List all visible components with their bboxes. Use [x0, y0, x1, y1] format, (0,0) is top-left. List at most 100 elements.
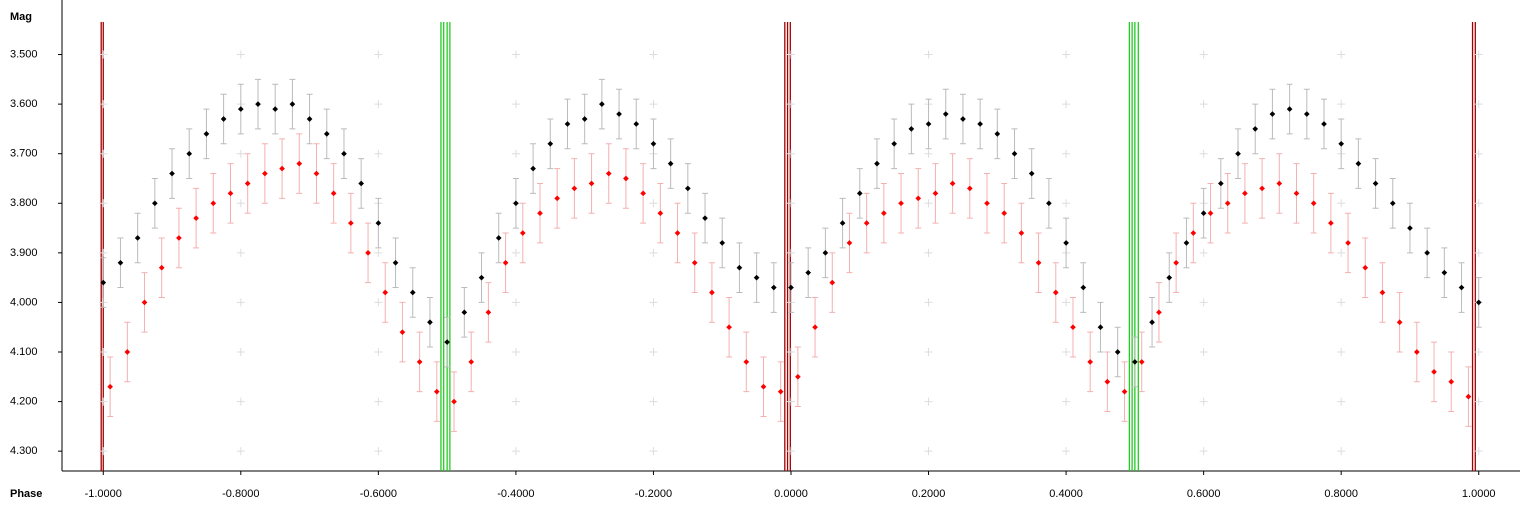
data-point — [1173, 259, 1179, 266]
data-point — [571, 185, 578, 192]
grid-cross — [511, 298, 520, 307]
grid-cross — [649, 298, 658, 307]
x-tick-label: -0.2000 — [635, 488, 672, 500]
data-point — [358, 180, 364, 187]
grid-cross — [1062, 199, 1071, 208]
y-tick-label: 3.800 — [10, 197, 38, 209]
grid-cross — [1474, 248, 1483, 257]
data-point — [1063, 240, 1069, 246]
grid-cross — [99, 397, 108, 406]
data-point — [1224, 200, 1231, 207]
data-point — [495, 235, 502, 241]
data-point — [330, 190, 337, 197]
grid-cross — [1199, 397, 1208, 406]
grid-cross — [236, 248, 245, 257]
data-point — [158, 264, 165, 271]
data-point — [279, 165, 285, 172]
grid-cross — [1062, 50, 1071, 59]
data-point — [409, 289, 416, 296]
grid-cross — [924, 199, 933, 208]
grid-cross — [924, 298, 933, 307]
grid-cross — [99, 199, 108, 208]
data-point — [220, 116, 227, 122]
x-tick-label: 1.0000 — [1462, 488, 1496, 500]
y-tick-label: 4.000 — [10, 296, 38, 308]
data-point — [1321, 121, 1327, 127]
data-point — [719, 240, 726, 246]
grid-cross — [924, 397, 933, 406]
data-point — [348, 220, 354, 226]
grid-cross — [236, 447, 245, 456]
data-point — [891, 140, 897, 147]
data-point — [152, 200, 158, 207]
grid-cross — [511, 447, 520, 456]
grid-cross — [787, 199, 795, 208]
data-point — [777, 388, 784, 395]
grid-cross — [99, 348, 108, 357]
x-tick-label: 0.2000 — [912, 488, 946, 500]
grid-cross — [924, 348, 933, 357]
grid-cross — [1474, 100, 1483, 109]
data-point — [107, 383, 113, 390]
data-point — [966, 185, 973, 192]
data-point — [1242, 190, 1248, 197]
grid-cross — [374, 100, 383, 109]
grid-cross — [1199, 100, 1208, 109]
grid-cross — [374, 348, 383, 357]
data-point — [1286, 106, 1293, 112]
data-point — [537, 210, 543, 217]
grid-cross — [1474, 50, 1483, 59]
grid-cross — [649, 447, 658, 456]
grid-cross — [924, 248, 933, 257]
y-tick-label: 4.300 — [10, 445, 38, 457]
grid-cross — [511, 348, 520, 357]
grid-cross — [1199, 298, 1208, 307]
x-tick-label: -0.8000 — [222, 488, 259, 500]
data-point — [1328, 220, 1334, 226]
data-point — [949, 180, 956, 187]
data-point — [1070, 324, 1076, 331]
grid-cross — [1062, 348, 1071, 357]
data-point — [874, 160, 880, 167]
data-point — [1293, 190, 1300, 197]
data-point — [1190, 230, 1197, 236]
data-point — [210, 200, 217, 207]
x-axis-label: Phase — [10, 488, 42, 500]
data-point — [863, 220, 870, 226]
data-point — [399, 329, 406, 336]
grid-cross — [649, 348, 658, 357]
grid-cross — [787, 100, 795, 109]
grid-cross — [787, 248, 795, 257]
grid-cross — [1474, 348, 1483, 357]
grid-cross — [511, 100, 520, 109]
data-point — [1389, 200, 1396, 207]
grid-cross — [1199, 149, 1208, 158]
grid-cross — [236, 50, 245, 59]
data-point — [1252, 126, 1259, 132]
data-point — [341, 150, 347, 157]
data-point — [1156, 309, 1162, 316]
data-point — [193, 215, 199, 221]
data-point — [375, 220, 382, 226]
data-point — [1149, 319, 1155, 326]
grid-cross — [374, 149, 383, 158]
data-point — [1235, 150, 1241, 157]
y-tick-label: 3.700 — [10, 148, 38, 160]
data-point — [1028, 170, 1035, 177]
data-point — [1269, 111, 1276, 117]
grid-cross — [1199, 447, 1208, 456]
grid-cross — [924, 447, 933, 456]
data-point — [795, 373, 801, 380]
grid-cross — [1062, 447, 1071, 456]
data-point — [1097, 324, 1104, 331]
x-tick-label: -0.4000 — [497, 488, 534, 500]
grid-cross — [1474, 447, 1483, 456]
data-point — [599, 101, 605, 107]
data-point — [117, 259, 124, 266]
grid-cross — [1337, 248, 1346, 257]
data-point — [702, 215, 708, 221]
data-point — [1441, 269, 1448, 276]
grid-cross — [236, 348, 245, 357]
data-point — [1218, 180, 1224, 187]
grid-cross — [787, 447, 795, 456]
